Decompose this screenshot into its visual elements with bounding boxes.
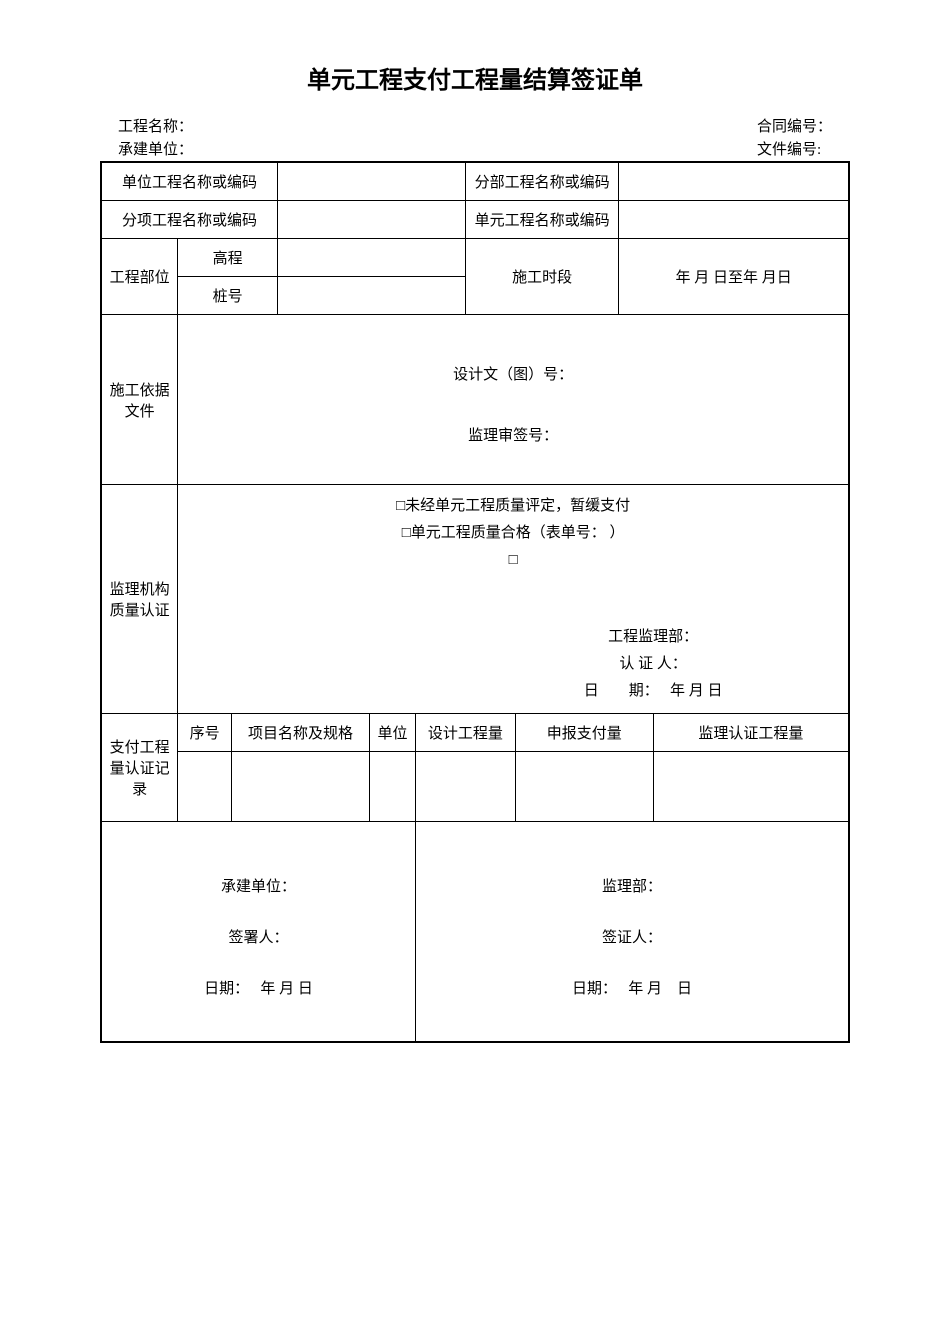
elevation-label: 高程	[178, 239, 278, 277]
seq-value	[178, 752, 232, 822]
main-form-table: 单位工程名称或编码 分部工程名称或编码 分项工程名称或编码 单元工程名称或编码 …	[100, 161, 850, 1043]
sub-project-value	[619, 162, 849, 201]
checkbox-no-eval: □未经单元工程质量评定，暂缓支付	[184, 493, 842, 520]
quality-cert-content: □未经单元工程质量评定，暂缓支付 □单元工程质量合格（表单号： ） □ 工程监理…	[178, 485, 849, 714]
quality-cert-label: 监理机构质量认证	[101, 485, 178, 714]
design-doc-label: 设计文（图）号：	[184, 363, 842, 384]
header-info: 工程名称： 承建单位： 合同编号： 文件编号:	[100, 115, 850, 159]
unit-header: 单位	[369, 714, 415, 752]
pay-record-label: 支付工程量认证记录	[101, 714, 178, 822]
contractor-unit-label: 承建单位：	[108, 875, 409, 896]
checkbox-qualified: □单元工程质量合格（表单号： ）	[184, 520, 842, 547]
period-value: 年 月 日至年 月日	[619, 239, 849, 315]
design-qty-header: 设计工程量	[416, 714, 516, 752]
document-title: 单元工程支付工程量结算签证单	[100, 60, 850, 95]
cert-date-label: 日 期： 年 月 日	[464, 678, 842, 705]
checkbox-empty: □	[184, 547, 842, 574]
unit-value	[369, 752, 415, 822]
doc-no-label: 文件编号:	[757, 138, 832, 159]
div-project-value	[277, 201, 465, 239]
period-label: 施工时段	[465, 239, 618, 315]
contract-no-label: 合同编号：	[757, 115, 832, 136]
supervisor-no-label: 监理审签号：	[184, 424, 842, 445]
sig-date-label: 日期： 年 月 日	[108, 977, 409, 998]
work-part-label: 工程部位	[101, 239, 178, 315]
cert-sig-date-label: 日期： 年 月 日	[422, 977, 842, 998]
sub-project-label: 分部工程名称或编码	[465, 162, 618, 201]
cert-qty-value	[653, 752, 849, 822]
unit-work-value	[619, 201, 849, 239]
item-name-header: 项目名称及规格	[231, 714, 369, 752]
unit-work-label: 单元工程名称或编码	[465, 201, 618, 239]
cert-signer-label: 签证人：	[422, 926, 842, 947]
unit-project-value	[277, 162, 465, 201]
div-project-label: 分项工程名称或编码	[101, 201, 277, 239]
item-name-value	[231, 752, 369, 822]
stake-label: 桩号	[178, 277, 278, 315]
supervisor-unit-label: 监理部：	[422, 875, 842, 896]
contractor-label: 承建单位：	[118, 138, 193, 159]
elevation-value	[277, 239, 465, 277]
apply-qty-header: 申报支付量	[515, 714, 653, 752]
design-qty-value	[416, 752, 516, 822]
certifier-label: 认 证 人：	[464, 651, 842, 678]
basis-label: 施工依据文件	[101, 315, 178, 485]
signer-label: 签署人：	[108, 926, 409, 947]
unit-project-label: 单位工程名称或编码	[101, 162, 277, 201]
cert-qty-header: 监理认证工程量	[653, 714, 849, 752]
stake-value	[277, 277, 465, 315]
basis-content: 设计文（图）号： 监理审签号：	[178, 315, 849, 485]
project-name-label: 工程名称：	[118, 115, 193, 136]
supervisor-signature-block: 监理部： 签证人： 日期： 年 月 日	[416, 822, 850, 1042]
supervisor-dept-label: 工程监理部：	[464, 624, 842, 651]
apply-qty-value	[515, 752, 653, 822]
contractor-signature-block: 承建单位： 签署人： 日期： 年 月 日	[101, 822, 416, 1042]
seq-header: 序号	[178, 714, 232, 752]
